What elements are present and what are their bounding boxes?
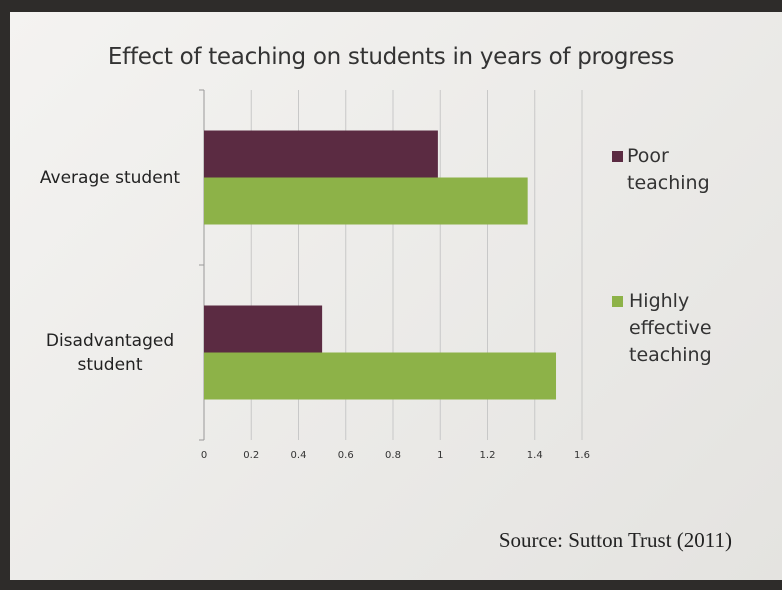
source-note: Source: Sutton Trust (2011) — [499, 528, 732, 553]
y-tick-label: Average student — [20, 166, 200, 190]
x-tick-label: 1.4 — [527, 450, 543, 461]
bar — [204, 131, 438, 178]
x-tick-label: 0.8 — [385, 450, 401, 461]
chart-title: Effect of teaching on students in years … — [0, 44, 782, 70]
legend-swatch — [612, 151, 623, 162]
x-tick-label: 0.6 — [338, 450, 354, 461]
bar — [204, 306, 322, 353]
legend-swatch — [612, 296, 623, 307]
x-tick-label: 1 — [437, 450, 443, 461]
x-tick-label: 0.4 — [291, 450, 307, 461]
x-tick-label: 1.6 — [574, 450, 590, 461]
bar — [204, 353, 556, 400]
y-tick-label: Disadvantaged student — [20, 329, 200, 377]
page: 0 0.2 0.4 0.6 0.8 1 1.2 1.4 1.6 Effect of teachi… — [0, 0, 782, 590]
legend-label: Poor teaching — [627, 143, 737, 197]
x-tick-label: 0 — [201, 450, 207, 461]
x-tick-label: 0.2 — [243, 450, 259, 461]
x-tick-label: 1.2 — [480, 450, 496, 461]
bar — [204, 178, 528, 225]
legend-label: Highly effective teaching — [629, 288, 739, 369]
